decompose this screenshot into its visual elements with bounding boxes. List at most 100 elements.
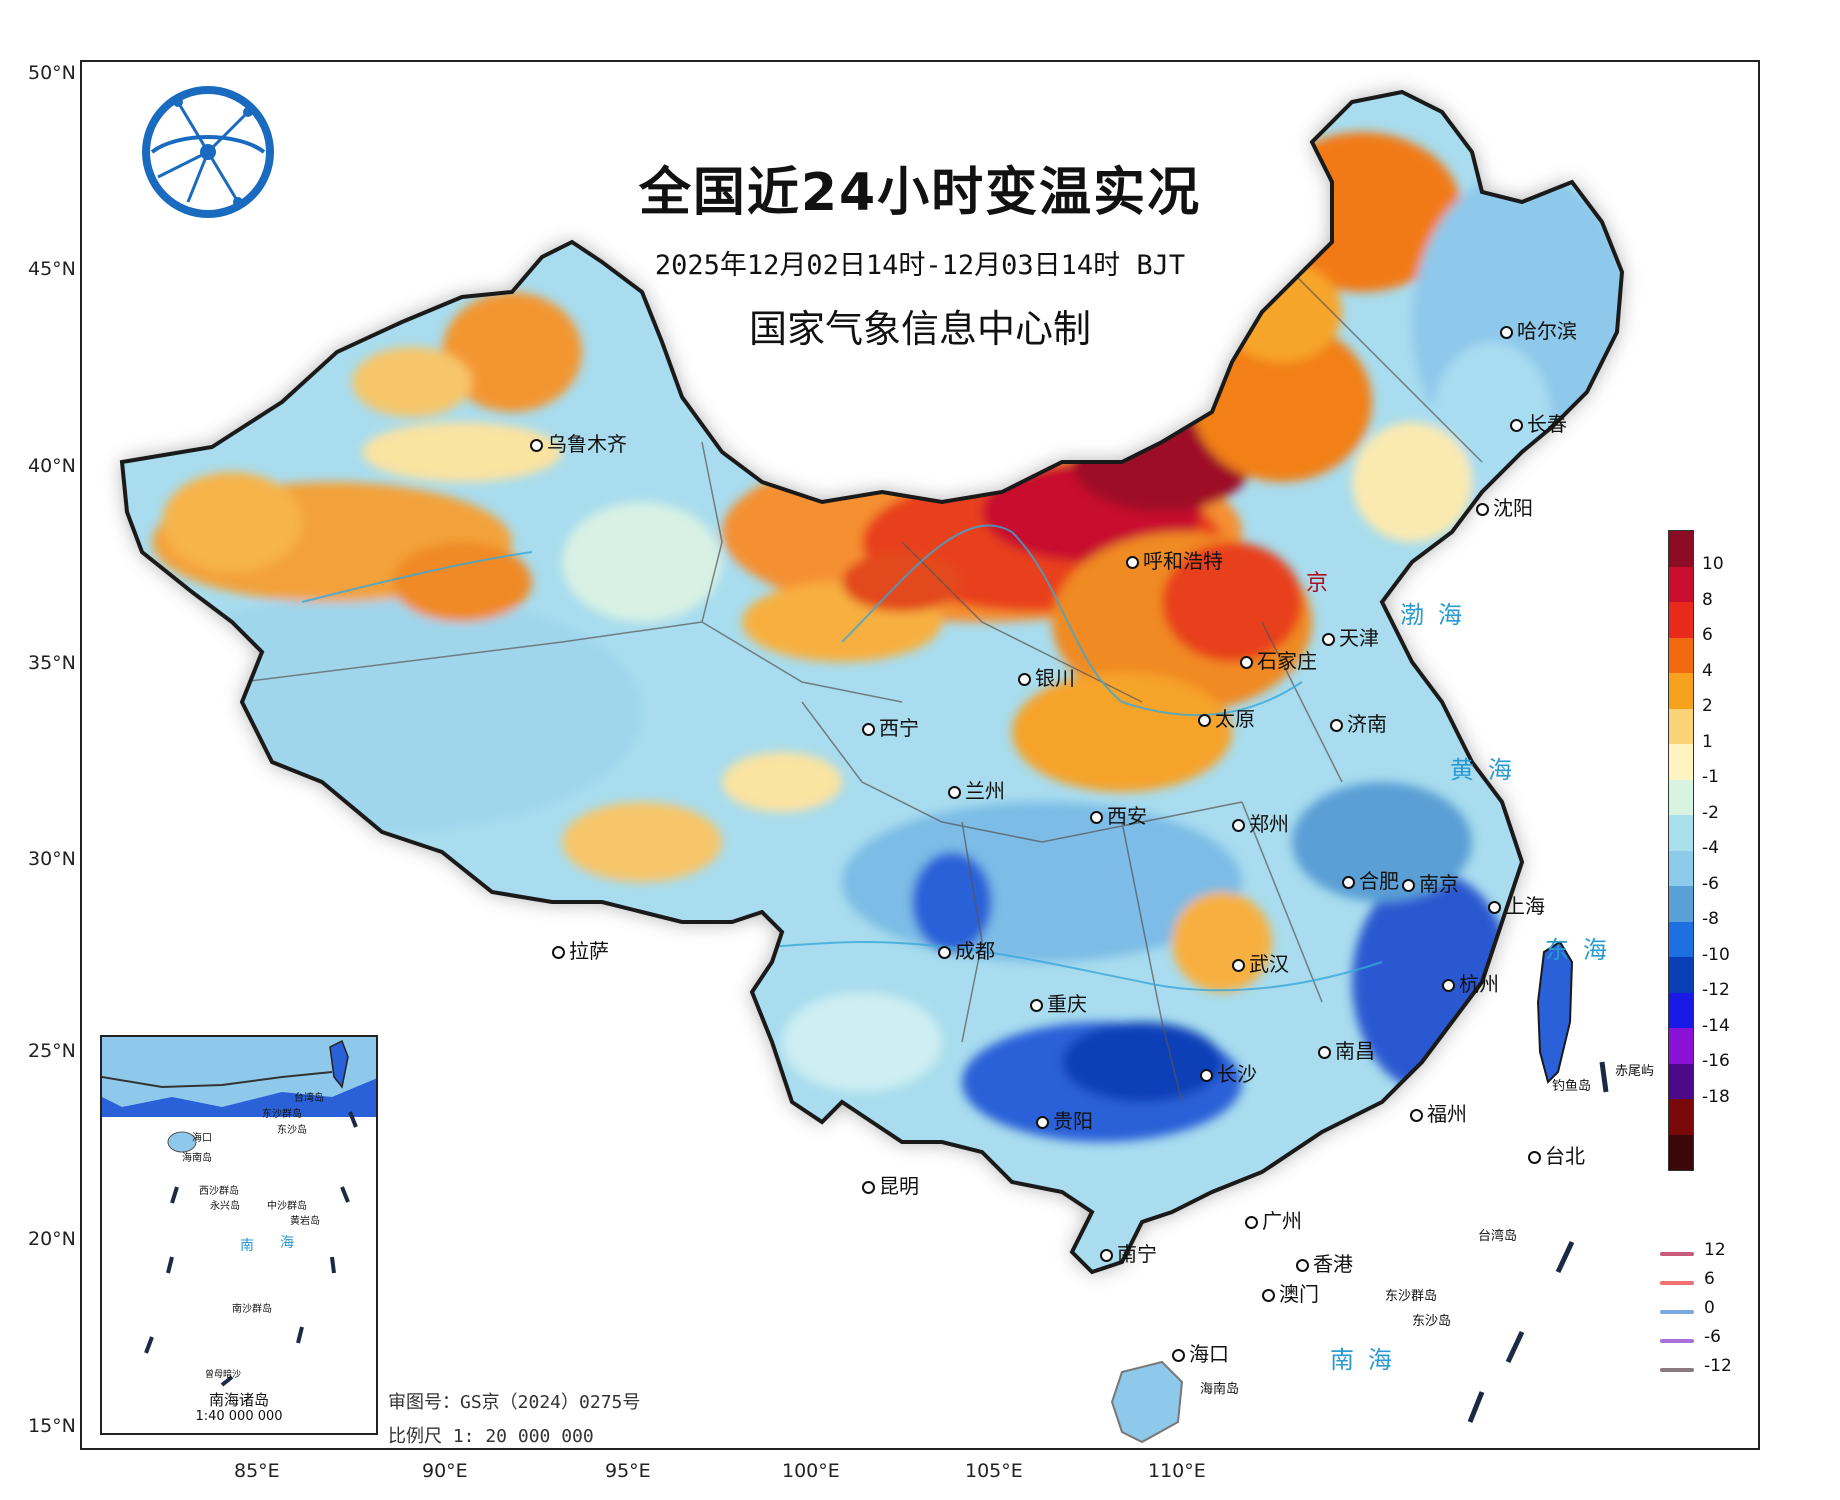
inset-scale: 1:40 000 000 bbox=[195, 1409, 283, 1424]
temperature-change-map bbox=[119, 89, 1625, 1444]
city-dot-icon bbox=[862, 1181, 875, 1194]
legend-tick-label: -1 bbox=[1702, 767, 1719, 787]
city-dot-icon bbox=[1500, 326, 1513, 339]
city-dot-icon bbox=[552, 946, 565, 959]
map-subtitle: 2025年12月02日14时-12月03日14时 BJT bbox=[654, 250, 1186, 281]
city-dot-icon bbox=[1100, 1249, 1113, 1262]
city-label: 兰州 bbox=[948, 775, 1005, 804]
title-block: 全国近24小时变温实况 2025年12月02日14时-12月03日14时 BJT… bbox=[560, 150, 1280, 353]
legend-tick-label: -8 bbox=[1702, 909, 1719, 929]
inset-title: 南海诸岛 bbox=[208, 1391, 269, 1409]
city-dot-icon bbox=[1240, 656, 1253, 669]
legend-tick-label: -18 bbox=[1702, 1086, 1730, 1107]
legend-color-cell bbox=[1669, 1099, 1693, 1135]
legend-tick-label: 10 bbox=[1702, 554, 1724, 574]
lon-label: 95°E bbox=[605, 1460, 651, 1482]
city-dot-icon bbox=[1330, 719, 1343, 732]
taiwan-island bbox=[1536, 940, 1574, 1084]
south-sea-inset: 台湾岛 海口 海南岛 东沙群岛 东沙岛 西沙群岛 永兴岛 中沙群岛 黄岩岛 南 … bbox=[100, 1035, 378, 1435]
legend-color-cell bbox=[1669, 1063, 1693, 1099]
map-small-label: 台湾岛 bbox=[1478, 1229, 1518, 1244]
agency-logo bbox=[142, 86, 274, 218]
city-label: 南宁 bbox=[1100, 1238, 1157, 1267]
lat-label: 40°N bbox=[28, 455, 76, 477]
city-dot-icon bbox=[1488, 901, 1501, 914]
map-small-label: 钓鱼岛 bbox=[1552, 1079, 1592, 1094]
legend-tick-label: -6 bbox=[1702, 873, 1719, 894]
line-swatch bbox=[1660, 1252, 1694, 1256]
map-small-label: 东沙群岛 bbox=[1385, 1289, 1438, 1304]
legend-tick-label: 1 bbox=[1702, 731, 1713, 752]
legend-color-cell bbox=[1669, 566, 1693, 602]
legend-tick-label: -2 bbox=[1702, 802, 1719, 823]
inset-map bbox=[102, 1037, 376, 1387]
legend-color-cell bbox=[1669, 673, 1693, 709]
legend-tick-label: 8 bbox=[1702, 589, 1713, 610]
china-outline bbox=[119, 89, 1625, 1275]
city-label: 长沙 bbox=[1200, 1058, 1257, 1087]
scale-note: 比例尺 1: 20 000 000 bbox=[388, 1426, 594, 1447]
legend-color-cell bbox=[1669, 815, 1693, 851]
city-label: 济南 bbox=[1330, 708, 1387, 737]
inset-label: 台湾岛 bbox=[294, 1093, 324, 1104]
inset-label: 西沙群岛 bbox=[199, 1186, 239, 1197]
line-legend-label: 12 bbox=[1704, 1240, 1726, 1260]
inset-label: 中沙群岛 bbox=[267, 1201, 307, 1212]
city-label: 澳门 bbox=[1262, 1278, 1319, 1307]
lat-label: 25°N bbox=[28, 1040, 76, 1062]
lat-label: 20°N bbox=[28, 1228, 76, 1250]
line-swatch bbox=[1660, 1368, 1694, 1372]
legend-color-cell bbox=[1669, 921, 1693, 957]
city-label: 合肥 bbox=[1342, 865, 1399, 894]
city-dot-icon bbox=[1442, 979, 1455, 992]
lat-label: 30°N bbox=[28, 848, 76, 870]
city-label: 长春 bbox=[1510, 408, 1567, 437]
city-label: 台北 bbox=[1528, 1140, 1585, 1169]
city-dot-icon bbox=[1232, 819, 1245, 832]
legend-color-cell bbox=[1669, 886, 1693, 922]
city-dot-icon bbox=[1232, 959, 1245, 972]
map-small-label: 海南岛 bbox=[1200, 1382, 1240, 1397]
legend-tick-label: 4 bbox=[1702, 660, 1713, 681]
inset-label: 东沙群岛 bbox=[262, 1109, 302, 1120]
lon-label: 110°E bbox=[1148, 1460, 1206, 1482]
city-dot-icon bbox=[1476, 503, 1489, 516]
city-dot-icon bbox=[1402, 879, 1415, 892]
city-label: 贵阳 bbox=[1036, 1105, 1093, 1134]
city-label: 呼和浩特 bbox=[1126, 545, 1223, 574]
city-dot-icon bbox=[1342, 876, 1355, 889]
line-swatch bbox=[1660, 1281, 1694, 1285]
city-dot-icon bbox=[1510, 419, 1523, 432]
hainan-island bbox=[1110, 1360, 1184, 1444]
city-label: 昆明 bbox=[862, 1170, 919, 1199]
inset-label: 南沙群岛 bbox=[232, 1304, 272, 1315]
legend-tick-label: -12 bbox=[1702, 980, 1730, 1000]
lon-label: 85°E bbox=[234, 1460, 280, 1482]
lon-label: 105°E bbox=[965, 1460, 1023, 1482]
city-dot-icon bbox=[948, 786, 961, 799]
city-dot-icon bbox=[862, 723, 875, 736]
legend-tick-label: -14 bbox=[1702, 1015, 1730, 1036]
legend-color-cell bbox=[1669, 637, 1693, 673]
line-swatch bbox=[1660, 1339, 1694, 1343]
line-swatch bbox=[1660, 1310, 1694, 1314]
inset-label: 南 bbox=[240, 1238, 254, 1254]
legend-color-cell bbox=[1669, 1134, 1693, 1170]
line-legend-label: 0 bbox=[1704, 1298, 1715, 1318]
city-label: 杭州 bbox=[1442, 968, 1499, 997]
line-legend-label: -12 bbox=[1704, 1356, 1732, 1376]
city-dot-icon bbox=[1172, 1349, 1185, 1362]
line-legend-label: -6 bbox=[1704, 1327, 1721, 1347]
city-label: 南京 bbox=[1402, 868, 1459, 897]
map-small-label: 京 bbox=[1306, 571, 1329, 596]
city-dot-icon bbox=[1198, 714, 1211, 727]
maritime-boundary bbox=[1467, 1061, 1609, 1423]
inset-label: 东沙岛 bbox=[277, 1125, 307, 1136]
city-label: 香港 bbox=[1296, 1248, 1353, 1277]
city-dot-icon bbox=[1262, 1289, 1275, 1302]
legend-tick-label: -4 bbox=[1702, 838, 1719, 858]
city-label: 广州 bbox=[1245, 1205, 1302, 1234]
sea-label: 南海 bbox=[1330, 1346, 1406, 1374]
legend-color-cell bbox=[1669, 779, 1693, 815]
city-dot-icon bbox=[1245, 1216, 1258, 1229]
